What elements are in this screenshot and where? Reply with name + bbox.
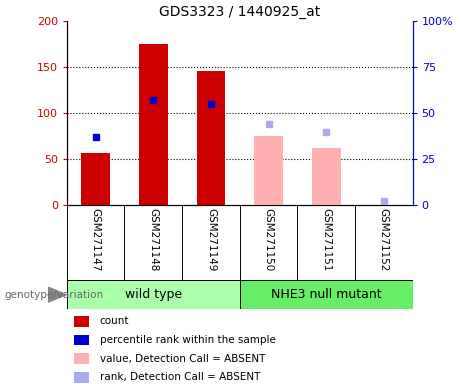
Text: GSM271148: GSM271148: [148, 209, 158, 272]
Text: percentile rank within the sample: percentile rank within the sample: [100, 335, 276, 345]
Bar: [81, 153, 110, 205]
Bar: [312, 148, 341, 205]
Text: GSM271147: GSM271147: [91, 209, 100, 272]
Text: rank, Detection Call = ABSENT: rank, Detection Call = ABSENT: [100, 372, 260, 382]
Bar: [240, 280, 413, 309]
Bar: [74, 316, 89, 326]
Bar: [254, 136, 283, 205]
Text: wild type: wild type: [125, 288, 182, 301]
Bar: [74, 335, 89, 345]
Text: GSM271149: GSM271149: [206, 209, 216, 272]
Bar: [74, 372, 89, 383]
Text: genotype/variation: genotype/variation: [5, 290, 104, 300]
Bar: [74, 354, 89, 364]
Polygon shape: [48, 287, 66, 302]
Text: GSM271150: GSM271150: [264, 209, 273, 272]
Bar: [67, 280, 240, 309]
Text: GSM271151: GSM271151: [321, 209, 331, 272]
Text: value, Detection Call = ABSENT: value, Detection Call = ABSENT: [100, 354, 265, 364]
Text: GSM271152: GSM271152: [379, 209, 389, 272]
Text: count: count: [100, 316, 129, 326]
Text: NHE3 null mutant: NHE3 null mutant: [271, 288, 381, 301]
Bar: [196, 71, 225, 205]
Title: GDS3323 / 1440925_at: GDS3323 / 1440925_at: [159, 5, 320, 19]
Bar: [139, 44, 168, 205]
